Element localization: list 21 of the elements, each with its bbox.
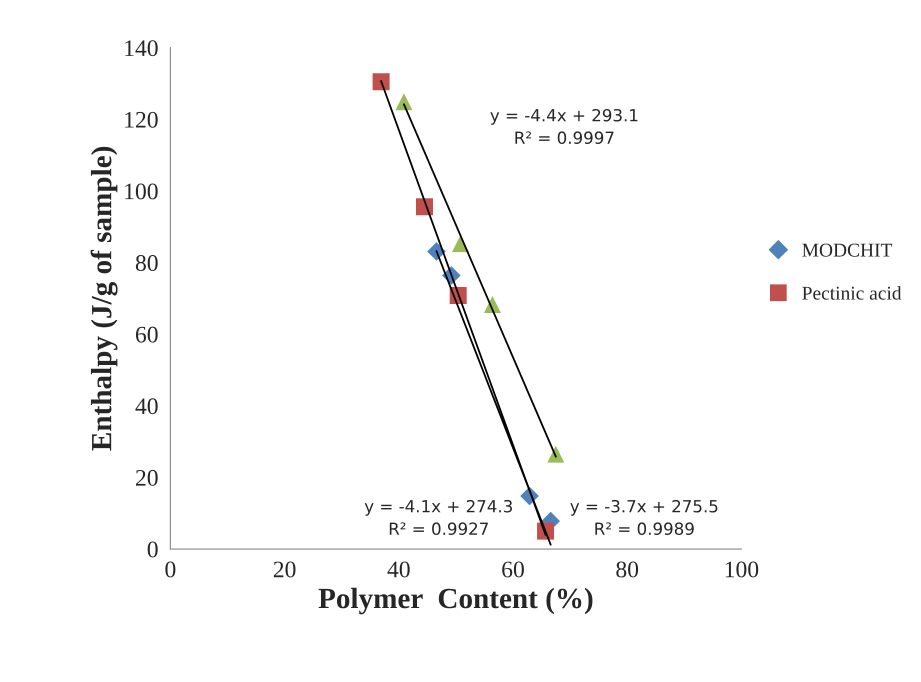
y-tick-label: 20 bbox=[136, 470, 158, 486]
y-tick-label: 100 bbox=[125, 183, 158, 200]
annotation: y = -4.1x + 274.3 R² = 0.9927 bbox=[364, 500, 512, 535]
legend-label: Pectinic acid bbox=[802, 286, 902, 300]
x-tick-label: 60 bbox=[502, 562, 524, 578]
x-tick-label: 40 bbox=[387, 562, 410, 578]
y-tick-label: 80 bbox=[136, 255, 158, 271]
y-tick-label: 40 bbox=[135, 398, 158, 414]
y-tick-label: 120 bbox=[125, 112, 158, 128]
y-tick-label: 140 bbox=[125, 40, 158, 56]
y-tick-label: 60 bbox=[136, 326, 158, 343]
x-axis-title: Polymer Content (%) bbox=[318, 588, 592, 614]
y-tick-label: 0 bbox=[148, 542, 158, 558]
x-tick-label: 80 bbox=[616, 562, 638, 578]
y-axis-title: Enthalpy (J/g of sample) bbox=[90, 146, 118, 451]
x-tick-label: 20 bbox=[274, 562, 296, 578]
annotation: y = -4.4x + 293.1 R² = 0.9997 bbox=[490, 108, 638, 144]
x-tick-label: 100 bbox=[726, 562, 758, 578]
legend-label: MODCHIT bbox=[802, 244, 892, 257]
annotation: y = -3.7x + 275.5 R² = 0.9989 bbox=[570, 500, 718, 535]
x-tick-label: 0 bbox=[165, 562, 176, 578]
